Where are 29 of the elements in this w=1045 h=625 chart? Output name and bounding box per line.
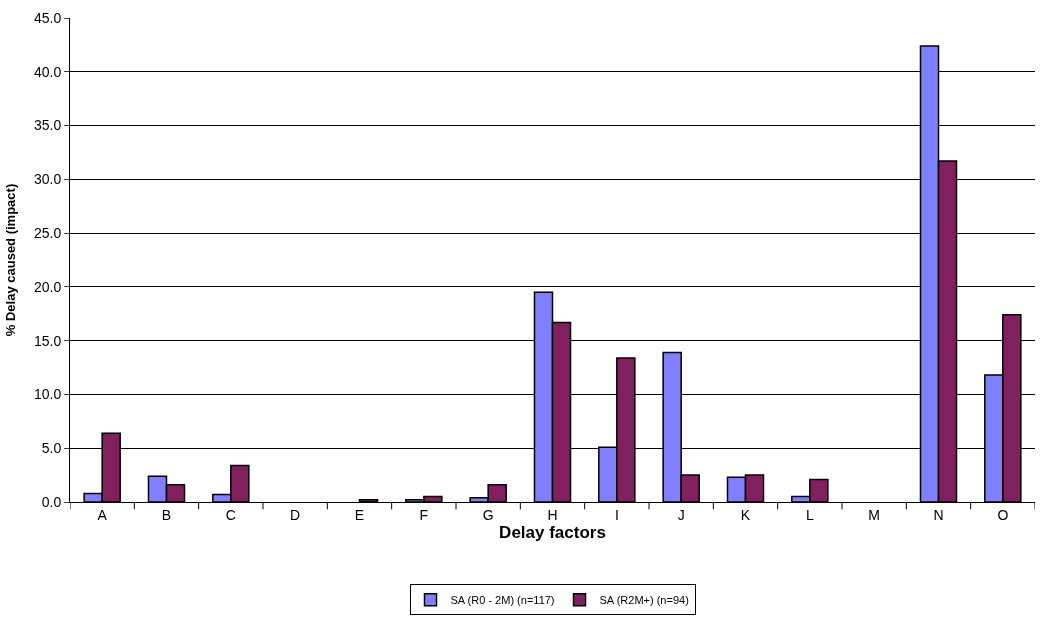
x-tick-label: K (740, 506, 751, 523)
y-tick-label: 5.0 (41, 440, 62, 457)
x-tick-label: O (997, 506, 1009, 523)
x-axis-title: Delay factors (499, 523, 606, 543)
y-tick-label: 0.0 (41, 493, 62, 510)
y-tick-label: 20.0 (33, 278, 62, 295)
legend-label: SA (R0 - 2M) (n=117) (450, 594, 555, 607)
x-tick-label: B (161, 506, 172, 523)
y-tick-label: 40.0 (33, 63, 62, 80)
x-tick-label: G (482, 506, 494, 523)
y-tick-label: 45.0 (33, 9, 62, 26)
x-tick-label: M (868, 506, 881, 523)
y-tick-label: 15.0 (33, 332, 62, 349)
x-tick-label: D (290, 506, 301, 523)
y-tick-label: 30.0 (33, 171, 62, 188)
x-tick-label: H (547, 506, 558, 523)
y-tick-label: 25.0 (33, 225, 62, 242)
legend-label: SA (R2M+) (n=94) (599, 594, 689, 607)
x-tick-label: F (419, 506, 429, 523)
y-tick-label: 10.0 (33, 386, 62, 403)
y-axis-title: % Delay caused (impact) (2, 183, 18, 337)
x-tick-label: I (614, 506, 619, 523)
x-tick-label: N (933, 506, 944, 523)
x-tick-label: E (354, 506, 365, 523)
x-tick-label: L (805, 506, 814, 523)
x-tick-label: C (225, 506, 236, 523)
x-tick-label: J (677, 506, 685, 523)
x-tick-label: A (97, 506, 108, 523)
y-tick-label: 35.0 (33, 117, 62, 134)
